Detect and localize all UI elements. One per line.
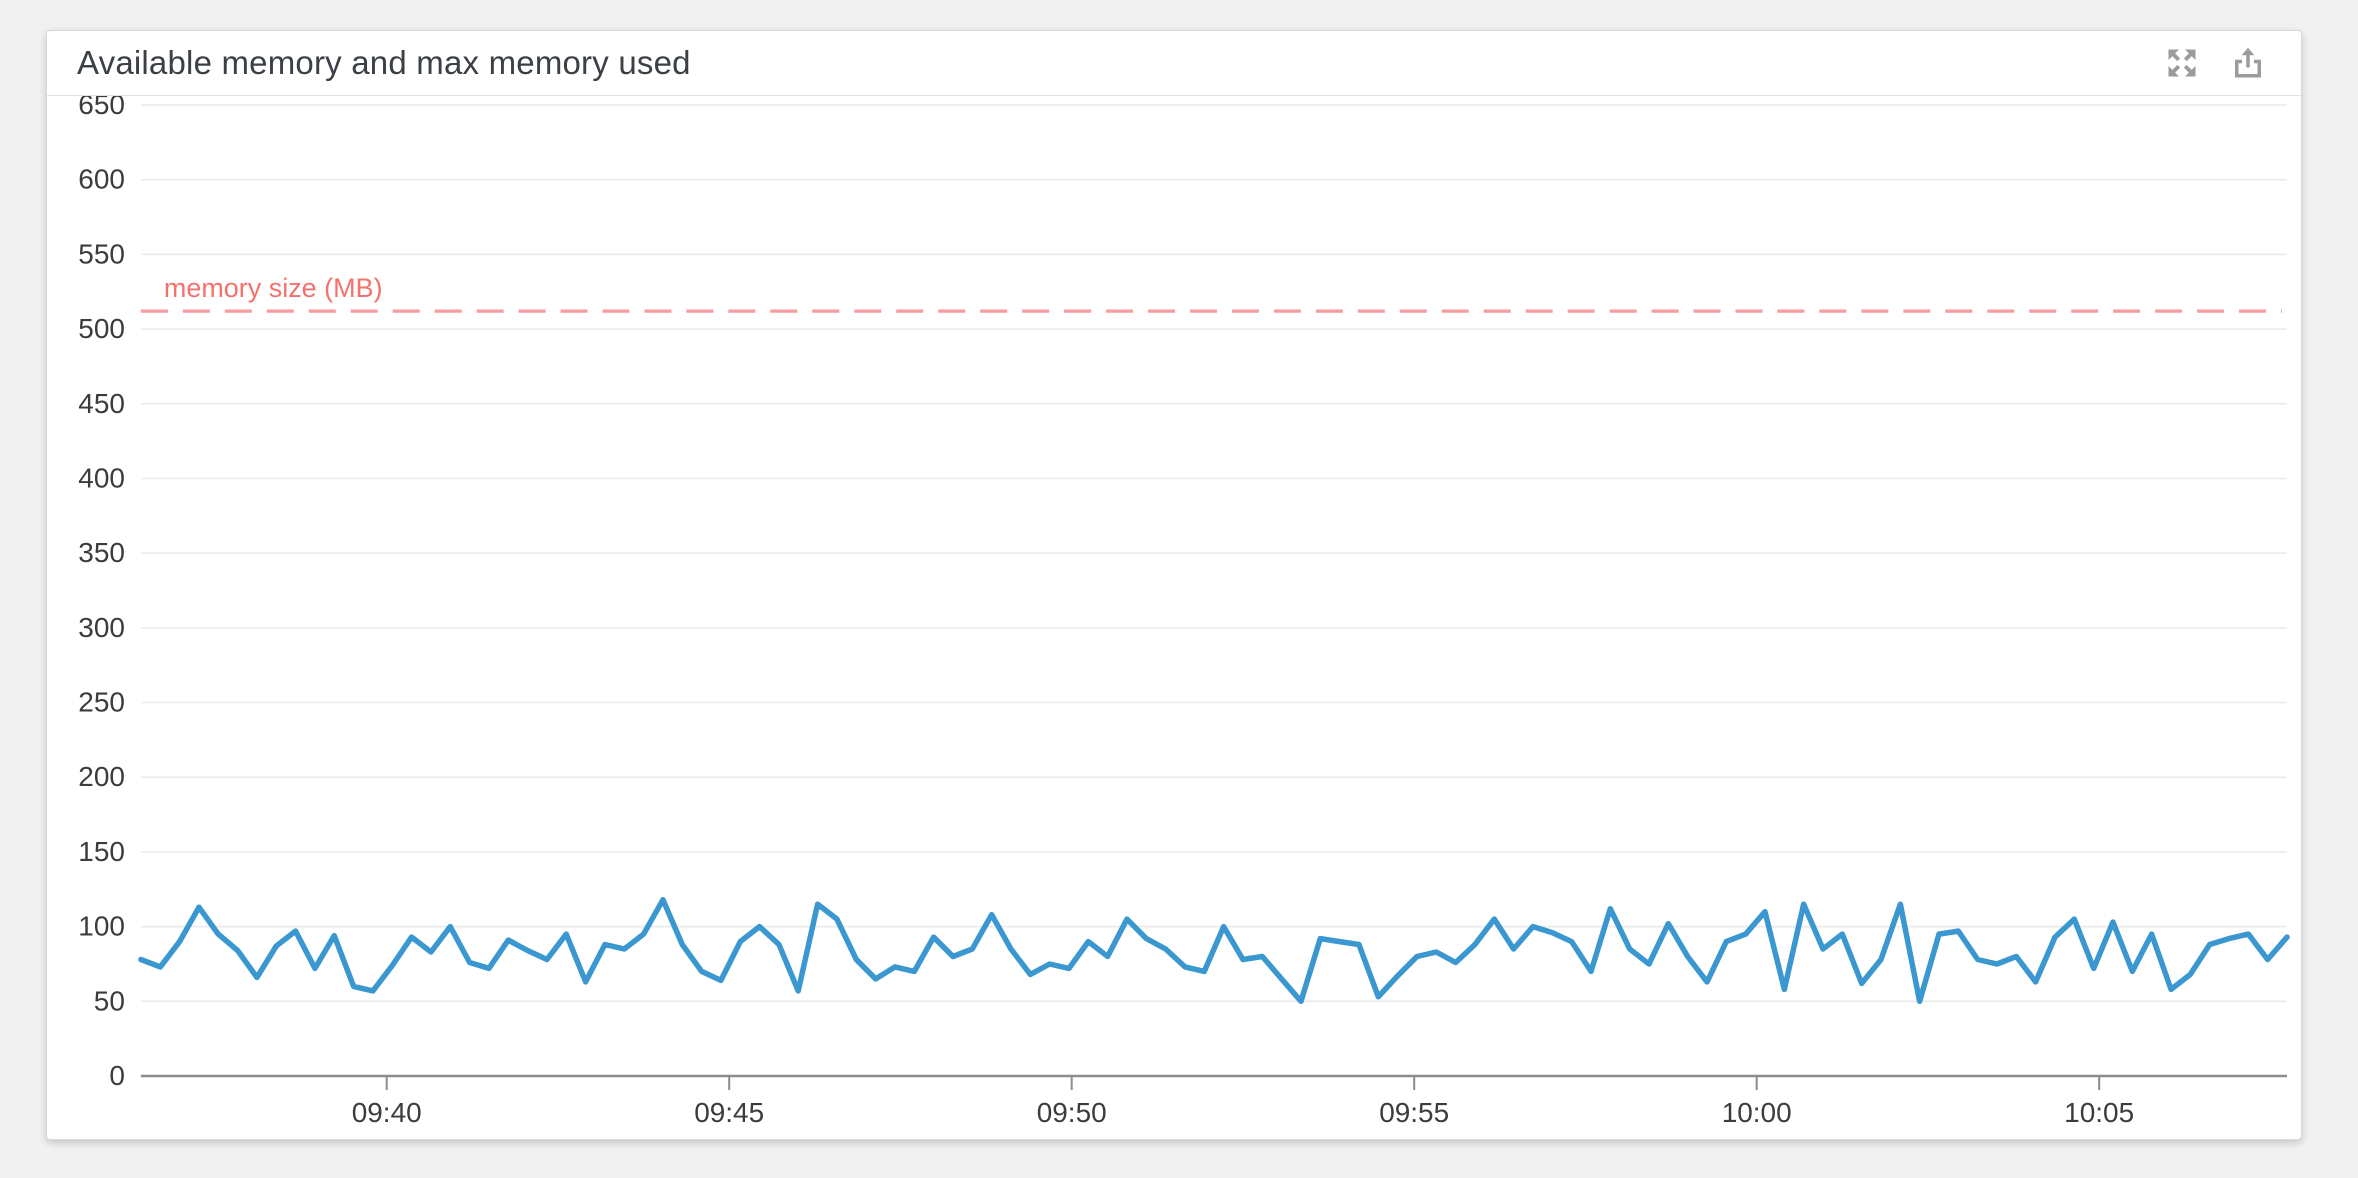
y-tick-label: 450 [78,388,125,419]
expand-icon-glyph [2168,49,2196,77]
chart-area: 0 50 100 150 200 250 300 350 400 450 500 550 600 650 0… [47,96,2301,1141]
expand-icon[interactable] [2163,44,2201,82]
y-tick-label: 550 [78,238,125,269]
panel-title: Available memory and max memory used [77,44,691,81]
chart-canvas[interactable]: 0 50 100 150 200 250 300 350 400 450 500 550 600 650 0… [47,96,2301,1141]
export-icon[interactable] [2229,44,2267,82]
x-tick-label: 10:00 [1722,1097,1792,1128]
threshold-label: memory size (MB) [164,273,383,303]
x-tick-label: 10:05 [2064,1097,2134,1128]
y-tick-label: 250 [78,687,125,718]
export-icon-glyph [2235,47,2261,78]
y-tick-label: 50 [94,985,125,1016]
panel-header: Available memory and max memory used [47,31,2301,96]
x-tick-label: 09:50 [1037,1097,1107,1128]
y-tick-label: 0 [109,1060,125,1091]
y-tick-label: 500 [78,313,125,344]
x-tick-label: 09:45 [694,1097,764,1128]
x-tick-label: 09:40 [352,1097,422,1128]
y-tick-label: 400 [78,462,125,493]
y-tick-label: 100 [78,911,125,942]
x-tick-label: 09:55 [1379,1097,1449,1128]
y-tick-label: 200 [78,761,125,792]
memory-series-line [138,896,2290,1005]
y-tick-label: 300 [78,612,125,643]
y-tick-label: 600 [78,164,125,195]
memory-chart-panel: Available memory and max memory used [46,30,2302,1140]
y-tick-label: 350 [78,537,125,568]
y-tick-label: 150 [78,836,125,867]
y-tick-label: 650 [78,96,125,120]
